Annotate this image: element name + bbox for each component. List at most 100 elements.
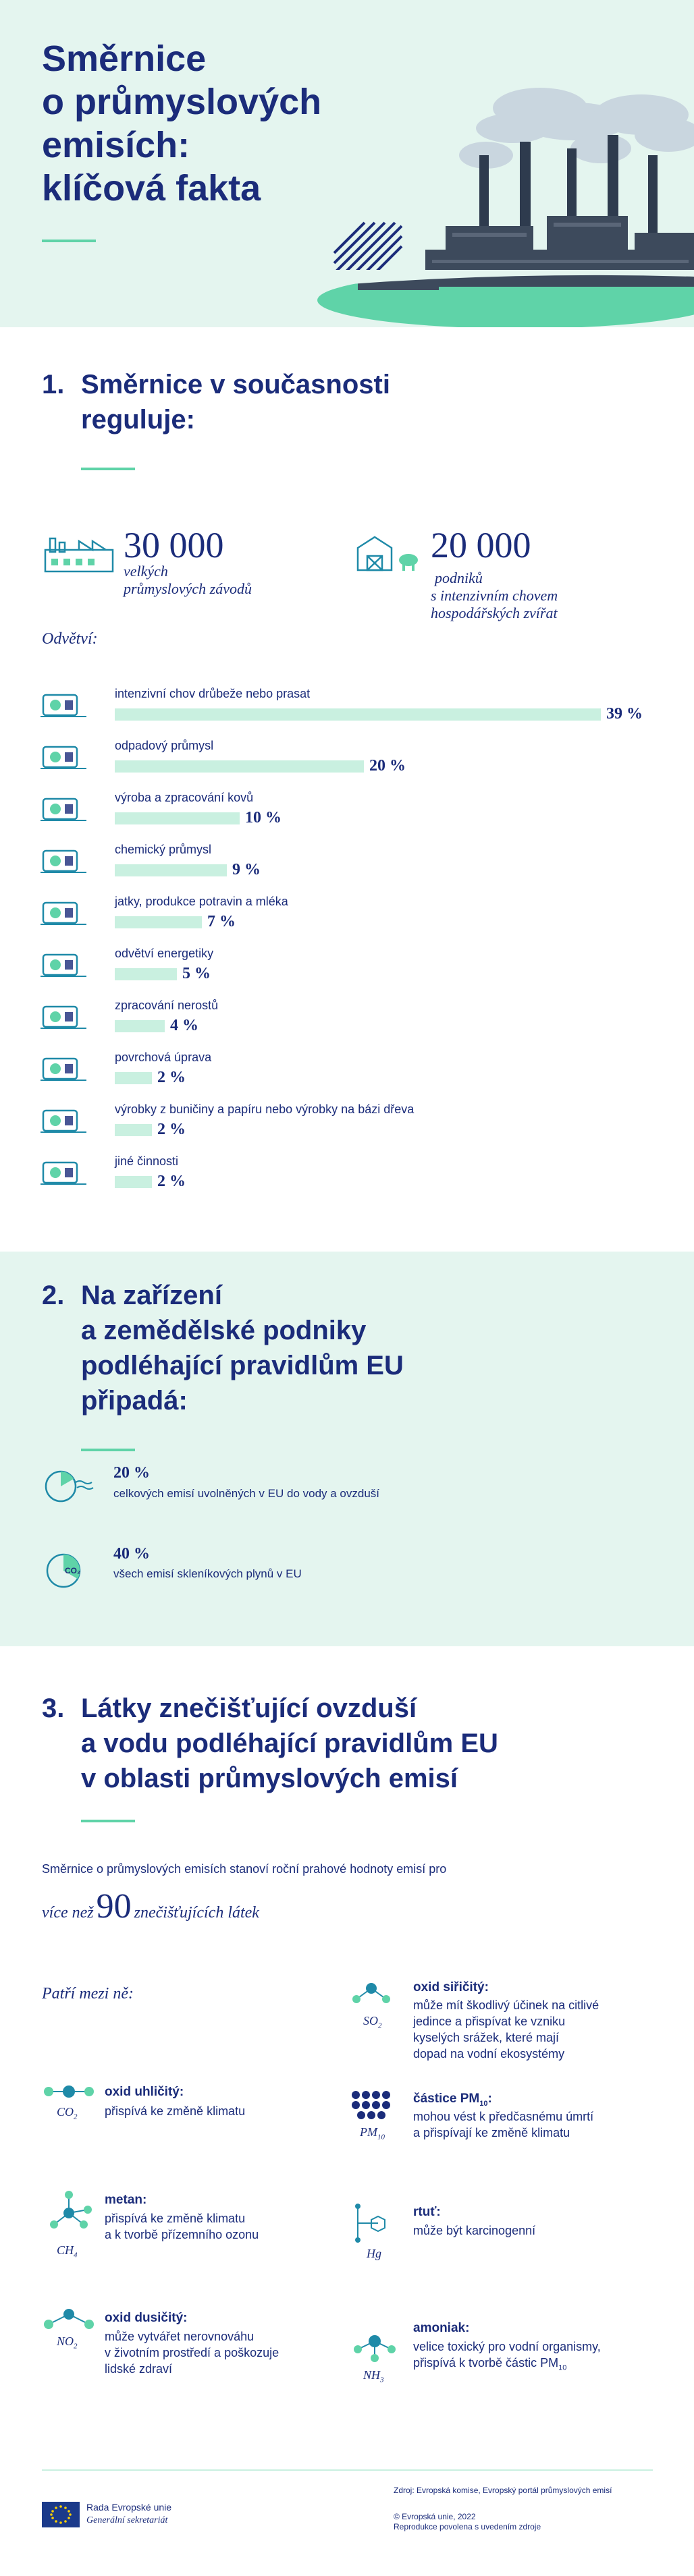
sector-percent: 4 % xyxy=(170,1017,198,1034)
no2-name: oxid dusičitý: xyxy=(105,2311,188,2325)
formula-text: NH xyxy=(363,2368,381,2382)
stat-livestock-label: podniků s intenzivním chovem hospodářský… xyxy=(431,569,653,622)
co2-description: přispívá ke změně klimatu xyxy=(105,2104,246,2118)
stat-label-line: podniků xyxy=(435,569,483,586)
sector-percent: 39 % xyxy=(606,705,643,723)
formula-sub: 10 xyxy=(377,2133,385,2141)
sector-percent: 20 % xyxy=(369,757,406,775)
section-title-line: a zemědělské podniky xyxy=(81,1316,367,1345)
so2-formula: SO2 xyxy=(363,2014,382,2030)
section-title-line: Látky znečišťující ovzduší xyxy=(81,1693,417,1723)
wood-paper-icon xyxy=(41,1109,86,1133)
pollutant-count-highlight: více než 90 znečišťujících látek xyxy=(42,1886,259,1926)
section-number: 2. xyxy=(42,1281,65,1310)
desc-line: kyselých srážek, které mají xyxy=(413,2031,560,2044)
co2-molecule-icon xyxy=(44,2085,94,2098)
ch4-molecule-icon xyxy=(50,2191,92,2229)
desc-line: velice toxický pro vodní organismy, xyxy=(413,2340,601,2353)
sector-percent: 9 % xyxy=(232,861,261,878)
stat-label-line: s intenzivním chovem xyxy=(431,587,558,604)
reproduction-note: Reprodukce povolena s uvedením zdroje xyxy=(394,2522,541,2531)
sector-bar xyxy=(115,812,240,824)
desc-line: jedince a přispívat ke vzniku xyxy=(413,2015,566,2028)
sector-bar xyxy=(115,864,227,876)
particles-icon xyxy=(352,2091,390,2119)
hero-curve xyxy=(0,270,694,327)
sector-percent: 2 % xyxy=(157,1069,186,1086)
name-text: částice PM xyxy=(413,2092,480,2106)
desc-line: lidské zdraví xyxy=(105,2362,173,2376)
section-3-title: 3. Látky znečišťující ovzduší a vodu pod… xyxy=(42,1691,649,1799)
stat-label-line: velkých xyxy=(124,563,168,580)
sector-label: odvětví energetiky xyxy=(115,947,214,960)
co2-pie-icon: CO₂ xyxy=(46,1553,80,1588)
desc-line: dopad na vodní ekosystémy xyxy=(413,2047,565,2061)
stat-installations-label: velkých průmyslových závodů xyxy=(124,563,252,598)
desc-text: přispívá k tvorbě částic PM xyxy=(413,2356,559,2370)
metal-icon xyxy=(41,797,86,821)
sector-percent: 2 % xyxy=(157,1173,186,1190)
no2-description: může vytvářet nerovnováhu v životním pro… xyxy=(105,2328,279,2377)
desc-line: přispívá ke změně klimatu xyxy=(105,2212,246,2225)
desc-line: a přispívají ke změně klimatu xyxy=(413,2126,570,2139)
sector-label: zpracování nerostů xyxy=(115,999,219,1012)
copyright-note: © Evropská unie, 2022 xyxy=(394,2512,476,2521)
nh3-molecule-icon xyxy=(354,2335,396,2362)
stat-label-line: hospodářských zvířat xyxy=(431,605,558,621)
section-1-title: 1. Směrnice v současnosti reguluje: xyxy=(42,368,514,442)
sector-bar xyxy=(115,1124,152,1136)
poultry-pig-icon xyxy=(41,694,86,717)
mercury-molecule-icon xyxy=(355,2204,385,2243)
food-icon xyxy=(41,901,86,925)
section-number: 1. xyxy=(42,370,65,399)
name-sub: 10 xyxy=(479,2099,488,2108)
formula-text: Hg xyxy=(367,2247,381,2260)
desc-line: mohou vést k předčasnému úmrtí xyxy=(413,2110,594,2123)
footer-divider xyxy=(42,2469,653,2471)
title-line: klíčová fakta xyxy=(42,168,261,208)
formula-text: CH xyxy=(57,2243,74,2257)
stat-label-line: průmyslových závodů xyxy=(124,580,252,597)
sector-bar xyxy=(115,968,177,980)
sector-percent: 7 % xyxy=(207,913,236,930)
stat-installations-value: 30 000 xyxy=(124,525,224,565)
formula-text: SO xyxy=(363,2014,378,2027)
title-line: Směrnice xyxy=(42,38,207,79)
pm10-name: částice PM10: xyxy=(413,2092,492,2108)
emissions-water-air-text: celkových emisí uvolněných v EU do vody … xyxy=(113,1487,380,1500)
sector-label: jatky, produkce potravin a mléka xyxy=(115,895,288,908)
source-note: Zdroj: Evropská komise, Evropský portál … xyxy=(394,2486,612,2495)
pollutants-heading: Patří mezi ně: xyxy=(42,1985,134,2003)
sector-bar xyxy=(115,1072,152,1084)
no2-formula: NO2 xyxy=(57,2334,78,2351)
section-title-line: Směrnice v současnosti xyxy=(81,370,390,399)
emissions-ghg-percent: 40 % xyxy=(113,1545,150,1563)
section-1-underline xyxy=(81,468,135,470)
desc-line: a k tvorbě přízemního ozonu xyxy=(105,2228,259,2241)
sector-bar xyxy=(115,1176,152,1188)
stat-livestock-value: 20 000 xyxy=(431,525,531,565)
other-icon xyxy=(41,1161,86,1185)
sector-bar xyxy=(115,916,202,928)
formula-text: NO xyxy=(57,2334,74,2348)
energy-icon xyxy=(41,953,86,977)
highlight-number: 90 xyxy=(96,1887,132,1926)
sector-percent: 2 % xyxy=(157,1121,186,1138)
formula-text: CO xyxy=(57,2105,74,2119)
desc-line: přispívá k tvorbě částic PM10 xyxy=(413,2355,601,2376)
surface-icon xyxy=(41,1057,86,1081)
formula-sub: 2 xyxy=(378,2021,382,2030)
sector-bar xyxy=(115,1020,165,1032)
sector-bar xyxy=(115,760,364,773)
title-underline xyxy=(42,240,96,242)
minerals-icon xyxy=(41,1005,86,1029)
sector-label: povrchová úprava xyxy=(115,1051,212,1064)
sector-bar xyxy=(115,708,601,721)
highlight-suffix: znečišťujících látek xyxy=(134,1904,259,1922)
section-title-line: v oblasti průmyslových emisí xyxy=(81,1764,458,1793)
name-end: : xyxy=(487,2092,492,2106)
ch4-formula: CH4 xyxy=(57,2243,78,2260)
formula-sub: 2 xyxy=(74,2342,78,2351)
section-title-line: připadá: xyxy=(81,1386,188,1416)
sector-label: intenzivní chov drůbeže nebo prasat xyxy=(115,687,311,700)
